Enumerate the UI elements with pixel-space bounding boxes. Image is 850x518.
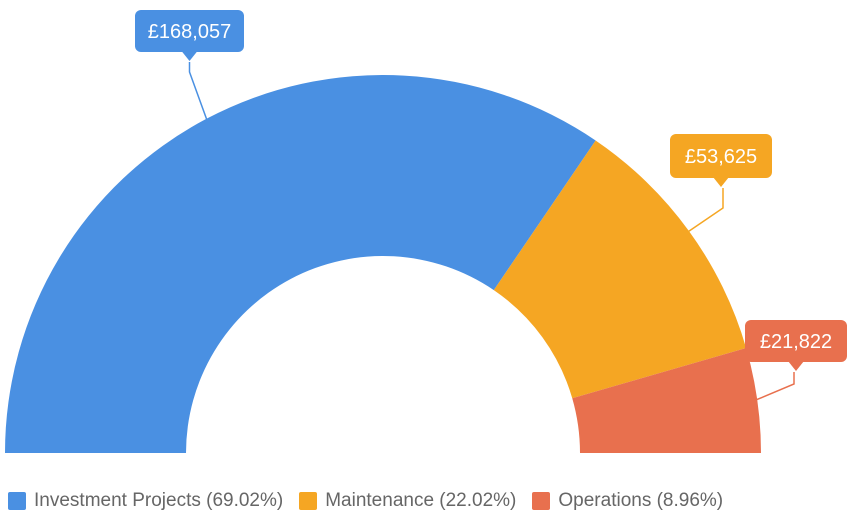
slice-operations[interactable] (572, 347, 761, 453)
legend-swatch-operations (532, 492, 551, 510)
value-label-investment-projects: £168,057 (148, 21, 231, 43)
callout-pointer (181, 51, 198, 61)
legend-item-maintenance[interactable]: Maintenance (22.02%) (299, 490, 516, 512)
callout-pointer (713, 177, 729, 187)
legend-label-maintenance: Maintenance (22.02%) (325, 490, 517, 511)
value-callout-operations: £21,822 (745, 320, 847, 371)
leader-line-operations (754, 372, 795, 401)
legend-item-investment-projects[interactable]: Investment Projects (69.02%) (8, 490, 283, 512)
legend-label-operations: Operations (8.96%) (558, 490, 724, 511)
value-callout-maintenance: £53,625 (670, 134, 772, 187)
slice-investment-projects[interactable] (5, 74, 596, 454)
leader-line-investment-projects (188, 62, 208, 121)
legend-label-investment-projects: Investment Projects (69.02%) (34, 490, 284, 511)
chart-canvas: £168,057 £53,625 £21,822 (5, 10, 847, 454)
legend-swatch-maintenance (299, 492, 318, 510)
leader-line-maintenance (686, 188, 724, 233)
callout-pointer (788, 361, 804, 371)
callout-box (745, 320, 847, 362)
legend-item-operations[interactable]: Operations (8.96%) (532, 490, 723, 512)
slice-maintenance[interactable] (493, 140, 747, 399)
value-label-operations: £21,822 (760, 331, 832, 353)
value-label-maintenance: £53,625 (685, 146, 757, 168)
callout-box (135, 10, 244, 52)
legend-swatch-investment-projects (8, 492, 26, 510)
chart-legend: Investment Projects (69.02%) Maintenance… (8, 488, 739, 514)
callout-box (670, 134, 772, 178)
value-callout-investment-projects: £168,057 (135, 10, 244, 61)
